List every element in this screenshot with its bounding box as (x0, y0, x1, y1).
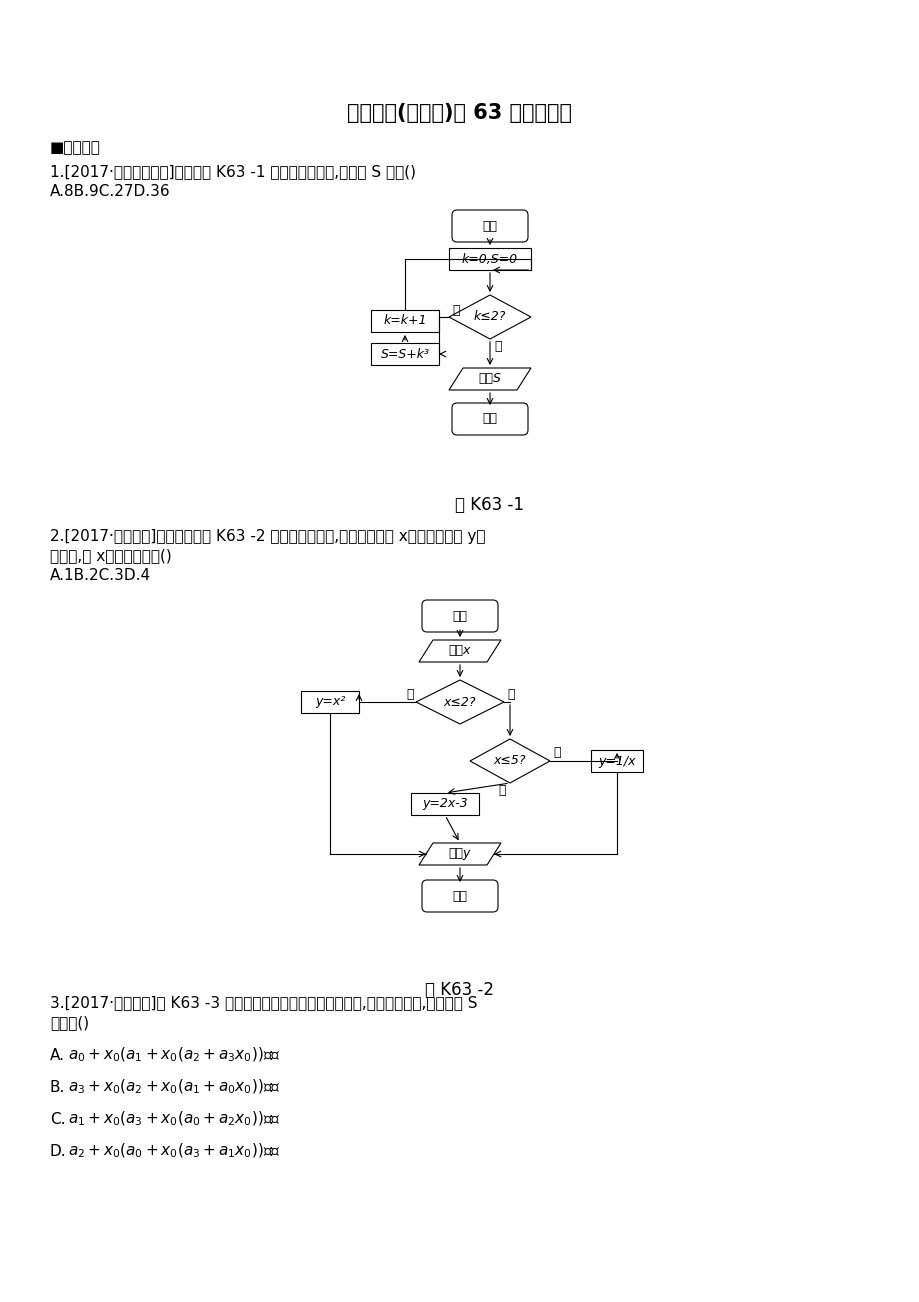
Polygon shape (448, 368, 530, 391)
Text: 结束: 结束 (482, 413, 497, 426)
Text: A.8B.9C.27D.36: A.8B.9C.27D.36 (50, 185, 170, 199)
Text: C.: C. (50, 1112, 65, 1126)
FancyBboxPatch shape (370, 310, 438, 332)
Text: 否: 否 (506, 687, 514, 700)
Text: 是: 是 (451, 303, 459, 316)
Polygon shape (418, 842, 501, 865)
Polygon shape (415, 680, 504, 724)
FancyBboxPatch shape (370, 342, 438, 365)
Text: 是: 是 (406, 687, 414, 700)
FancyBboxPatch shape (411, 793, 479, 815)
Text: 值相等,则 x的值的个数为(): 值相等,则 x的值的个数为() (50, 548, 172, 564)
Text: ■基础热身: ■基础热身 (50, 141, 101, 155)
Text: S=S+k³: S=S+k³ (380, 348, 429, 361)
Text: k≤2?: k≤2? (473, 310, 505, 323)
Text: B.: B. (50, 1079, 65, 1095)
Text: k=0,S=0: k=0,S=0 (461, 253, 517, 266)
Text: 3.[2017·乐山调研]图 K63 -3 是关于秦九韶算法的一个程序框图,执行程序框图,则输出的 S: 3.[2017·乐山调研]图 K63 -3 是关于秦九韶算法的一个程序框图,执行… (50, 996, 477, 1010)
Text: A.1B.2C.3D.4: A.1B.2C.3D.4 (50, 569, 151, 583)
Text: x≤2?: x≤2? (443, 695, 476, 708)
Text: $a_3+x_0(a_2+x_0(a_1+a_0x_0))$的值: $a_3+x_0(a_2+x_0(a_1+a_0x_0))$的值 (68, 1078, 280, 1096)
Text: $a_1+x_0(a_3+x_0(a_0+a_2x_0))$的值: $a_1+x_0(a_3+x_0(a_0+a_2x_0))$的值 (68, 1109, 280, 1129)
Text: y=x²: y=x² (314, 695, 345, 708)
FancyBboxPatch shape (422, 600, 497, 631)
FancyBboxPatch shape (451, 210, 528, 242)
FancyBboxPatch shape (301, 691, 358, 713)
FancyBboxPatch shape (590, 750, 642, 772)
Text: y=2x-3: y=2x-3 (422, 798, 468, 811)
FancyBboxPatch shape (448, 247, 530, 270)
Text: 输出y: 输出y (448, 848, 471, 861)
Text: D.: D. (50, 1143, 66, 1159)
FancyBboxPatch shape (422, 880, 497, 911)
Text: 否: 否 (552, 746, 560, 759)
Text: $a_0+x_0(a_1+x_0(a_2+a_3x_0))$的值: $a_0+x_0(a_1+x_0(a_2+a_3x_0))$的值 (68, 1046, 280, 1064)
Text: 否: 否 (494, 340, 501, 353)
Text: 输入x: 输入x (448, 644, 471, 658)
Text: 开始: 开始 (452, 609, 467, 622)
Polygon shape (470, 740, 550, 783)
Text: 图 K63 -2: 图 K63 -2 (425, 980, 494, 999)
Text: 图 K63 -1: 图 K63 -1 (455, 496, 524, 514)
Text: A.: A. (50, 1048, 65, 1062)
Text: 的值为(): 的值为() (50, 1016, 89, 1030)
Text: $a_2+x_0(a_0+x_0(a_3+a_1x_0))$的值: $a_2+x_0(a_0+x_0(a_3+a_1x_0))$的值 (68, 1142, 280, 1160)
Text: 输出S: 输出S (478, 372, 501, 385)
Text: 1.[2017·豫南九校联考]执行如图 K63 -1 所示的程序框图,输出的 S 值为(): 1.[2017·豫南九校联考]执行如图 K63 -1 所示的程序框图,输出的 S… (50, 164, 415, 180)
Text: 开始: 开始 (482, 220, 497, 233)
Polygon shape (418, 641, 501, 661)
Text: 是: 是 (498, 784, 505, 797)
Text: x≤5?: x≤5? (494, 754, 526, 767)
Polygon shape (448, 296, 530, 339)
Text: 结束: 结束 (452, 889, 467, 902)
Text: 2.[2017·汉中二模]给出一个如图 K63 -2 所示的程序框图,若要使输入的 x的值与输出的 y的: 2.[2017·汉中二模]给出一个如图 K63 -2 所示的程序框图,若要使输入… (50, 529, 485, 543)
Text: y=1/x: y=1/x (597, 754, 635, 767)
Text: 课时作业(六十三)第 63 讲算法初步: 课时作业(六十三)第 63 讲算法初步 (347, 103, 572, 122)
Text: k=k+1: k=k+1 (383, 315, 426, 328)
FancyBboxPatch shape (451, 404, 528, 435)
